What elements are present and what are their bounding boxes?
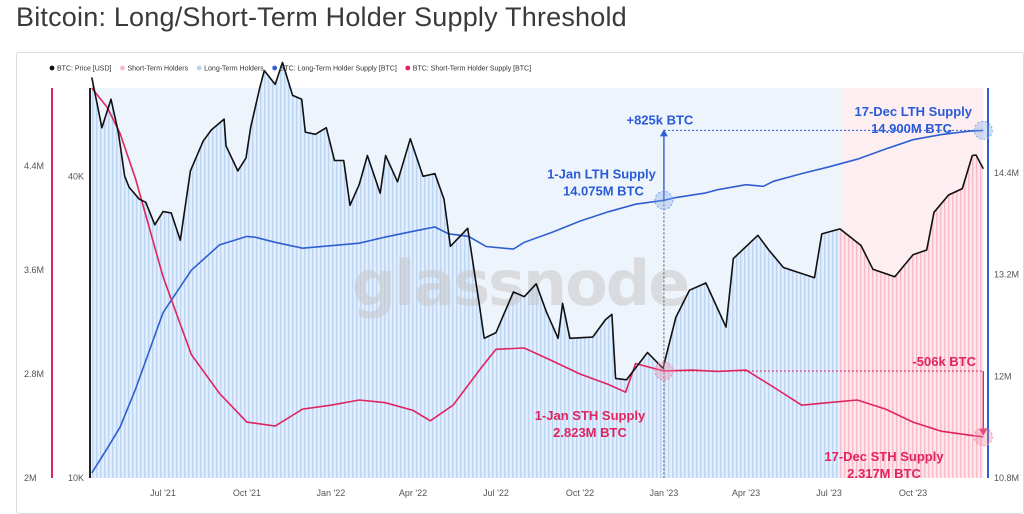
y-tick-sth: 2M xyxy=(24,473,37,483)
x-tick: Jul '22 xyxy=(483,488,509,498)
watermark-text: glassnode xyxy=(352,247,688,320)
sth-supply-line xyxy=(91,87,984,438)
legend-marker-4 xyxy=(405,65,411,71)
sth-start-marker xyxy=(654,361,674,381)
y-tick-sth: 2.8M xyxy=(24,369,44,379)
x-tick: Oct '22 xyxy=(566,488,594,498)
legend-item-2: Long-Term Holders xyxy=(204,66,264,73)
sth-end-marker xyxy=(973,427,993,447)
y-tick-sth: 3.6M xyxy=(24,265,44,275)
y-tick-price: 40K xyxy=(68,171,84,181)
x-tick: Jul '23 xyxy=(816,488,842,498)
x-tick: Apr '23 xyxy=(732,488,760,498)
sth-arrow-head xyxy=(979,428,988,436)
lth-region-fill xyxy=(91,62,841,479)
x-tick: Apr '22 xyxy=(399,488,427,498)
lth-start-marker xyxy=(654,190,674,210)
lth-end-label-line1: 17-Dec LTH Supply xyxy=(854,104,972,119)
legend-item-3: BTC: Long-Term Holder Supply [BTC] xyxy=(280,66,397,73)
lth-start-label-line2: 14.075M BTC xyxy=(563,183,645,198)
y-tick-sth: 4.4M xyxy=(24,161,44,171)
sth-end-label-line1: 17-Dec STH Supply xyxy=(824,449,944,464)
legend-marker-2 xyxy=(196,65,202,71)
y-tick-lth: 14.4M xyxy=(994,168,1019,178)
y-tick-lth: 12M xyxy=(994,371,1012,381)
sth-end-label-line2: 2.317M BTC xyxy=(847,466,921,481)
x-tick: Jul '21 xyxy=(150,488,176,498)
legend-marker-3 xyxy=(272,65,278,71)
y-tick-lth: 13.2M xyxy=(994,270,1019,280)
lth-change-label: +825k BTC xyxy=(626,112,693,127)
legend-marker-1 xyxy=(120,65,125,71)
lth-end-label-line2: 14.900M BTC xyxy=(871,121,953,136)
lth-start-label-line1: 1-Jan LTH Supply xyxy=(547,166,657,181)
x-tick: Jan '23 xyxy=(650,488,679,498)
sth-start-label-line1: 1-Jan STH Supply xyxy=(535,408,646,423)
legend-item-0: BTC: Price [USD] xyxy=(57,66,112,73)
legend-marker-0 xyxy=(49,65,55,71)
sth-change-label: -506k BTC xyxy=(912,354,976,369)
lth-end-marker xyxy=(973,120,993,140)
legend-item-1: Short-Term Holders xyxy=(127,66,188,73)
sth-region-fill xyxy=(840,155,984,478)
x-tick: Jan '22 xyxy=(317,488,346,498)
y-tick-price: 10K xyxy=(68,473,84,483)
page-title: Bitcoin: Long/Short-Term Holder Supply T… xyxy=(16,2,627,32)
lth-arrow-head xyxy=(659,129,668,137)
x-tick: Oct '23 xyxy=(899,488,927,498)
y-tick-lth: 10.8M xyxy=(994,473,1019,483)
price-line xyxy=(91,61,985,381)
sth-start-label-line2: 2.823M BTC xyxy=(553,425,627,440)
x-tick: Oct '21 xyxy=(233,488,261,498)
lth-supply-line xyxy=(91,129,984,474)
legend-item-4: BTC: Short-Term Holder Supply [BTC] xyxy=(413,66,531,73)
